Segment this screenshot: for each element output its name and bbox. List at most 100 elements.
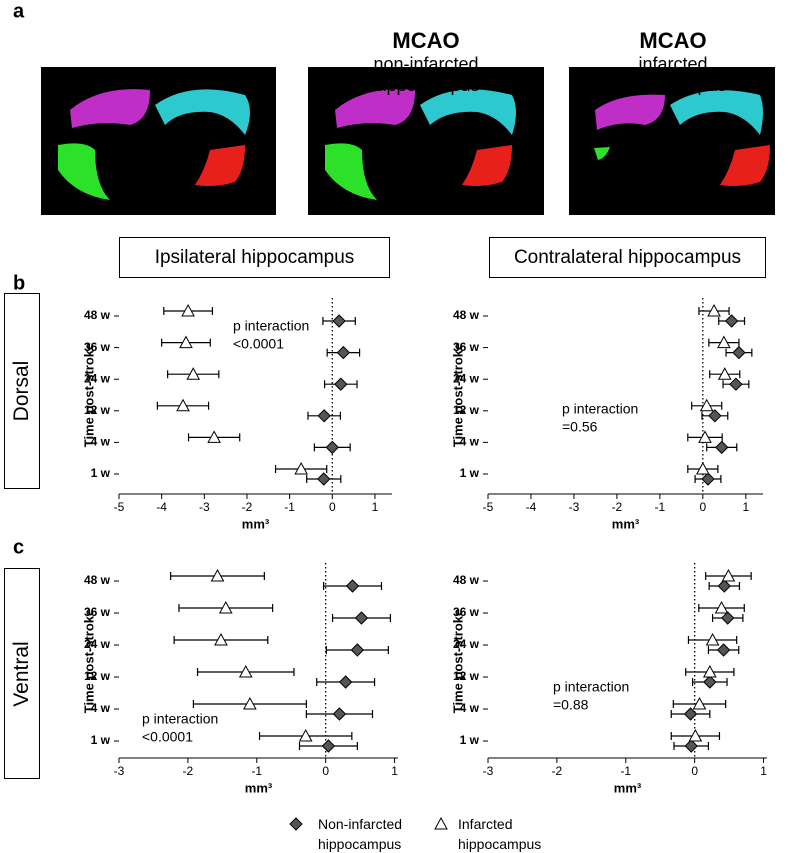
point [707, 303, 721, 317]
x-axis-label: mm³ [245, 780, 273, 795]
x-tick-label: 0 [329, 500, 336, 514]
image-title: MCAO [639, 28, 706, 53]
y-axis-label: Time post-stroke [450, 609, 465, 714]
point [708, 409, 722, 423]
y-tick-label: 1 w [460, 733, 480, 747]
x-tick-label: -4 [156, 500, 167, 514]
point [703, 675, 717, 689]
row-header-box: Ventral [4, 568, 40, 779]
point [729, 377, 743, 391]
y-tick-label: 12 w [84, 669, 111, 683]
row-header: Dorsal [10, 360, 33, 422]
y-axis-label: Time post-stroke [81, 609, 96, 714]
y-tick-label: 24 w [453, 637, 480, 651]
point [696, 461, 710, 475]
y-tick-label: 36 w [453, 340, 480, 354]
y-tick-label: 48 w [453, 308, 480, 322]
y-tick-label: 12 w [453, 403, 480, 417]
point [716, 643, 731, 657]
point [699, 398, 714, 412]
image-subtitle: infarcted hippocampus [619, 54, 727, 95]
annotation: p interaction [142, 711, 218, 727]
image-subtitle: non-infarcted hippocampus [372, 54, 480, 95]
point [317, 472, 331, 486]
x-tick-label: 1 [391, 764, 398, 778]
x-axis-label: mm³ [242, 516, 270, 531]
point [186, 367, 201, 380]
image-title: Sham [130, 63, 190, 88]
point [332, 707, 347, 721]
point [176, 398, 190, 412]
legend-label: Infarcted hippocampus [458, 816, 542, 852]
point [338, 675, 353, 689]
y-tick-label: 12 w [84, 403, 111, 417]
point [210, 568, 225, 582]
point [218, 600, 233, 614]
point [336, 345, 351, 360]
x-tick-label: -3 [199, 500, 210, 514]
x-axis-label: mm³ [612, 516, 640, 531]
point [717, 579, 731, 593]
x-tick-label: -2 [242, 500, 253, 514]
y-tick-label: 12 w [453, 669, 480, 683]
point [705, 632, 720, 646]
y-tick-label: 36 w [84, 605, 111, 619]
x-tick-label: -5 [483, 500, 494, 514]
x-tick-label: -1 [251, 764, 262, 778]
panel-label: c [13, 536, 24, 558]
annotation: p interaction [553, 679, 629, 695]
x-tick-label: -3 [114, 764, 125, 778]
y-tick-label: 1 w [460, 466, 480, 480]
point [724, 314, 739, 328]
x-axis-label: mm³ [614, 780, 642, 795]
row-header: Ventral [10, 640, 33, 707]
point [717, 367, 732, 380]
y-tick-label: 24 w [84, 371, 111, 385]
column-header: Ipsilateral hippocampus [119, 237, 390, 278]
annotation: =0.56 [562, 419, 598, 435]
annotation: <0.0001 [142, 729, 193, 745]
y-tick-label: 4 w [460, 435, 480, 449]
panel-label: a [13, 0, 25, 22]
annotation: =0.88 [553, 697, 589, 713]
point [721, 568, 736, 582]
point [702, 664, 717, 678]
point [325, 440, 339, 455]
point [701, 472, 715, 486]
point [179, 335, 193, 349]
y-tick-label: 48 w [453, 573, 480, 587]
point [321, 739, 336, 753]
point [715, 440, 729, 455]
x-tick-label: -3 [483, 764, 494, 778]
y-tick-label: 36 w [453, 605, 480, 619]
point [207, 430, 221, 443]
point [688, 728, 703, 742]
y-tick-label: 48 w [84, 308, 111, 322]
point [294, 461, 308, 475]
legend-marker [434, 816, 448, 830]
y-tick-label: 48 w [84, 573, 111, 587]
y-tick-label: 1 w [91, 466, 111, 480]
point [332, 314, 346, 328]
row-header-box: Dorsal [4, 293, 40, 489]
annotation: <0.0001 [233, 336, 284, 352]
brain-image [41, 67, 276, 215]
column-header: Contralateral hippocampus [489, 237, 766, 278]
point [721, 611, 735, 625]
y-tick-label: 4 w [91, 435, 111, 449]
annotation: p interaction [233, 318, 309, 334]
point [714, 600, 729, 614]
x-tick-label: -2 [552, 764, 563, 778]
point [238, 664, 253, 678]
legend-label: Non-infarcted hippocampus [318, 816, 403, 852]
brain-image [569, 67, 775, 215]
point [350, 643, 365, 657]
legend-marker [289, 817, 303, 831]
point [354, 611, 369, 625]
x-tick-label: 0 [691, 764, 698, 778]
x-tick-label: 0 [322, 764, 329, 778]
y-axis-label: Time post-stroke [81, 343, 96, 448]
y-tick-label: 24 w [453, 371, 480, 385]
point [243, 696, 257, 710]
